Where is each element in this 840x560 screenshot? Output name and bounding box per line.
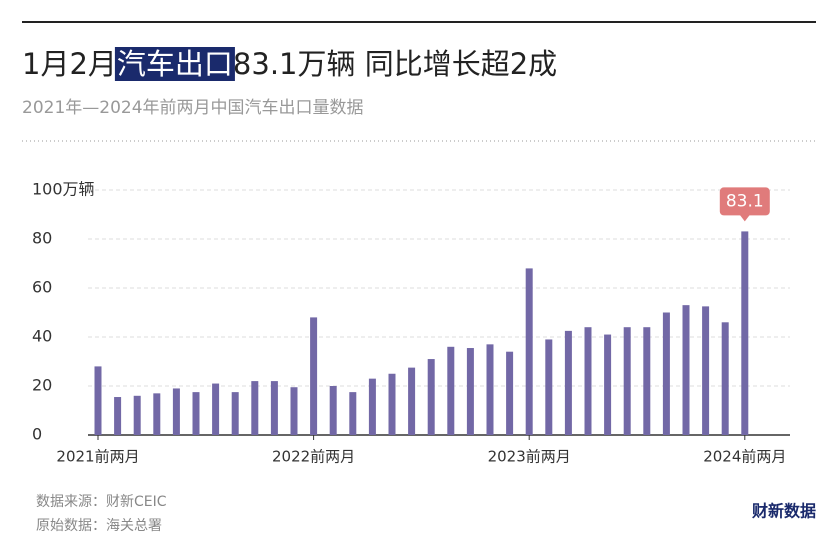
bar	[329, 386, 337, 435]
bar	[408, 367, 416, 435]
title-part: 1月2月	[22, 47, 117, 81]
bar	[604, 334, 612, 435]
bar	[270, 381, 278, 435]
bar	[564, 330, 572, 435]
y-tick-label: 60	[32, 278, 52, 297]
bar	[153, 393, 161, 435]
bar	[682, 305, 690, 435]
bar	[290, 387, 298, 435]
x-tick-label: 2021前两月	[56, 448, 139, 466]
bar	[525, 268, 533, 435]
y-tick-label: 80	[32, 229, 52, 248]
bar	[94, 366, 102, 435]
bar	[486, 344, 494, 435]
bar	[623, 327, 631, 435]
bar	[427, 359, 435, 435]
bar	[310, 317, 318, 435]
chart-subtitle: 2021年—2024年前两月中国汽车出口量数据	[22, 98, 364, 118]
source: 数据来源：财新CEIC	[36, 494, 167, 510]
logo: 财新数据	[751, 502, 816, 521]
bar	[447, 346, 455, 435]
bar	[114, 397, 122, 435]
bar	[506, 351, 514, 435]
x-tick-label: 2022前两月	[272, 448, 355, 466]
title-highlight: 汽车出口	[117, 47, 233, 81]
chart-title: 1月2月汽车出口83.1万辆 同比增长超2成	[22, 47, 557, 81]
x-tick-label: 2023前两月	[488, 448, 571, 466]
value-label: 83.1	[726, 191, 764, 211]
bar	[545, 339, 553, 435]
y-tick-label: 40	[32, 327, 52, 346]
bar	[349, 392, 357, 435]
bar	[584, 327, 592, 435]
title-highlight-bg	[114, 47, 235, 81]
y-tick-label: 0	[32, 425, 42, 444]
bar	[172, 388, 180, 435]
title-part: 83.1万辆 同比增长超2成	[233, 47, 557, 81]
bar	[643, 327, 651, 435]
bar	[741, 231, 749, 435]
bar	[212, 383, 220, 435]
y-tick-label: 100万辆	[32, 180, 95, 199]
bar	[466, 348, 474, 435]
bar	[133, 395, 141, 435]
bar	[721, 322, 729, 435]
x-tick-label: 2024前两月	[703, 448, 786, 466]
y-tick-label: 20	[32, 376, 52, 395]
value-label-bg	[719, 187, 770, 216]
bar	[388, 373, 396, 435]
bar	[702, 306, 710, 435]
raw-source: 原始数据：海关总署	[36, 518, 162, 534]
bar	[368, 378, 376, 435]
value-label-pointer	[739, 214, 750, 222]
bar	[662, 312, 670, 435]
bar	[251, 381, 259, 435]
bar	[231, 392, 239, 435]
bar	[192, 392, 200, 435]
